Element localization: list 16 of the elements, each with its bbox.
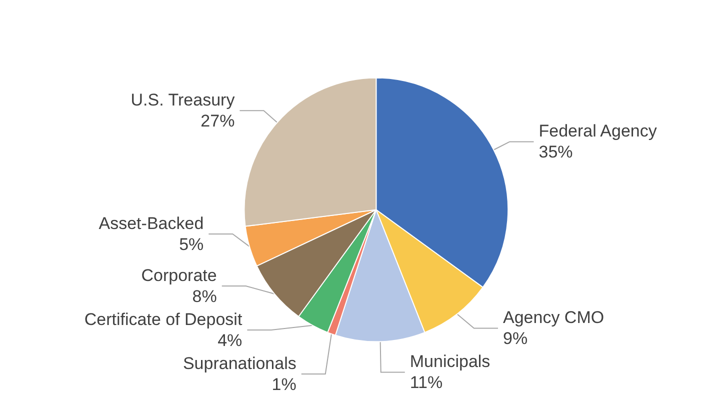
- slice-label: U.S. Treasury: [130, 90, 236, 110]
- slice-label: Agency CMO: [503, 308, 604, 328]
- data-label: 4%: [218, 331, 242, 350]
- slice-label: Certificate of Deposit: [84, 310, 242, 329]
- data-label: 11%: [410, 373, 443, 392]
- slice-label: Corporate: [141, 266, 217, 285]
- data-label: 9%: [503, 329, 528, 348]
- data-label: 27%: [200, 112, 235, 131]
- data-label: 8%: [192, 287, 217, 306]
- slice-label: Supranationals: [182, 354, 296, 373]
- slice-label: Asset-Backed: [98, 214, 204, 234]
- data-label: 1%: [272, 375, 296, 394]
- data-label: 35%: [538, 142, 573, 162]
- slice-label: Federal Agency: [538, 122, 658, 141]
- data-label: 5%: [179, 235, 204, 254]
- slice-label: Municipals: [410, 352, 490, 372]
